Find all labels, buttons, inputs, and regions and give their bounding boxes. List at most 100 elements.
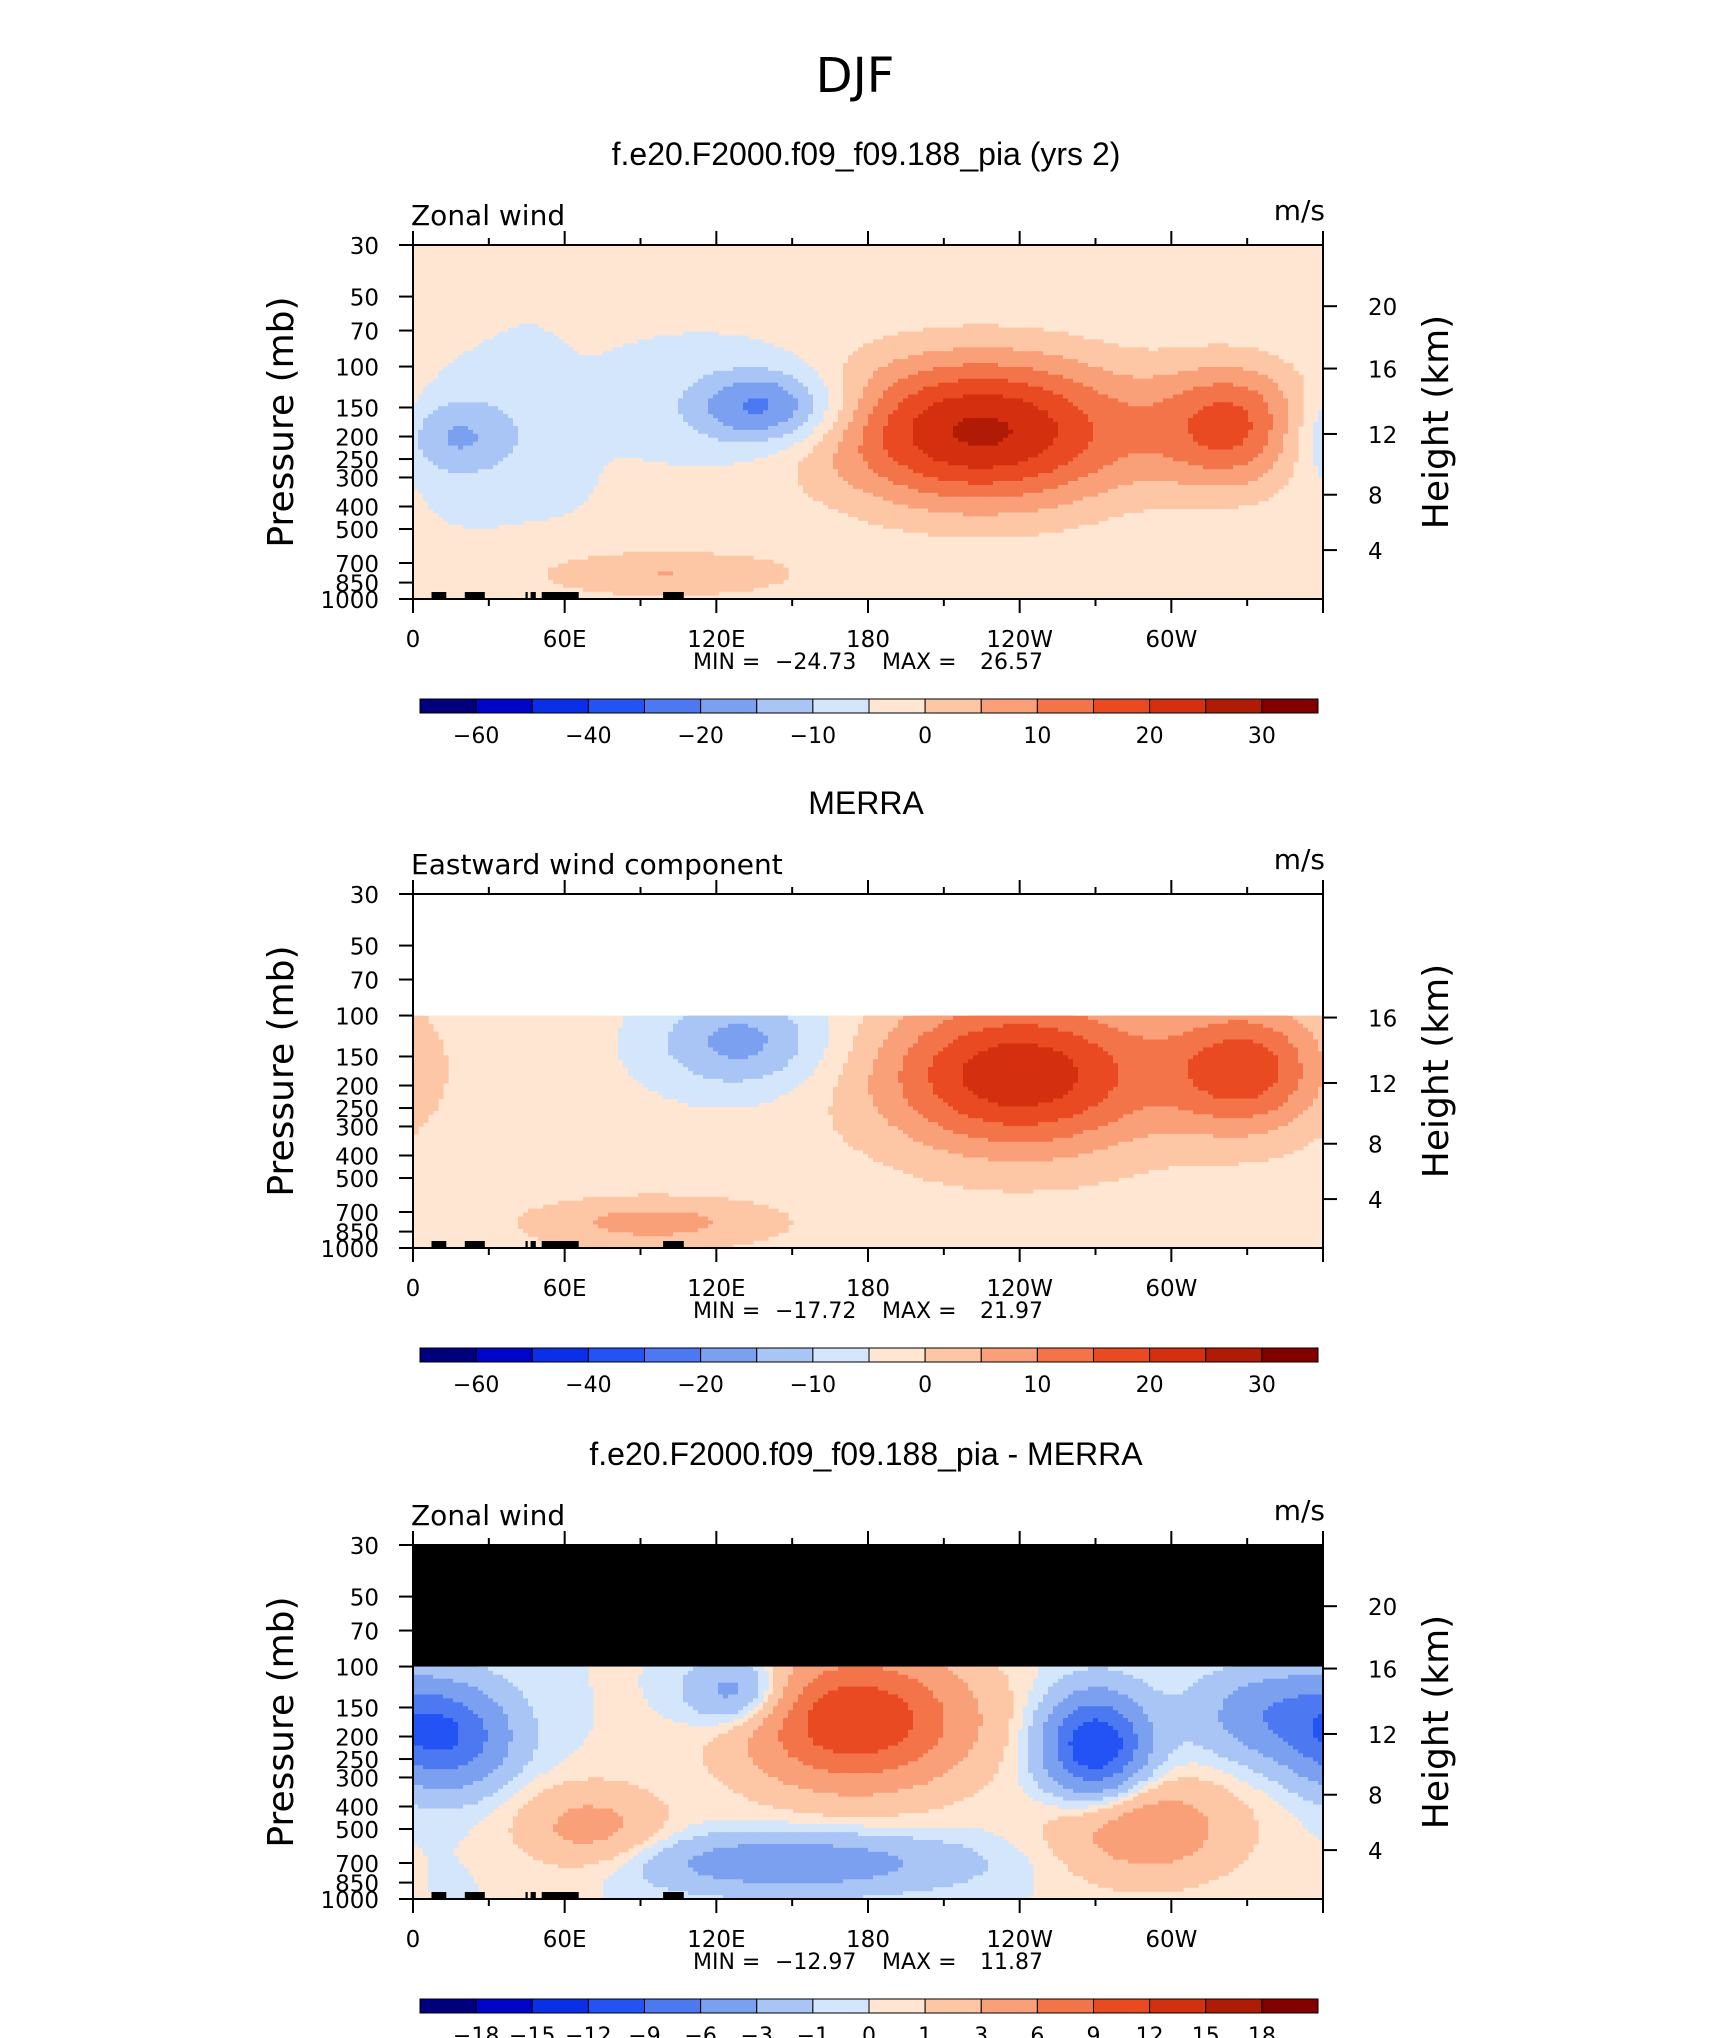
field-cell	[1188, 441, 1194, 447]
field-cell	[743, 445, 749, 451]
field-cell	[1028, 363, 1034, 368]
field-cell	[1003, 425, 1009, 431]
field-cell	[953, 410, 959, 415]
field-cell	[1148, 410, 1154, 415]
field-cell	[888, 445, 894, 451]
field-cell	[883, 429, 889, 435]
field-cell	[783, 386, 789, 392]
field-cell	[1173, 441, 1179, 447]
field-cell	[1153, 390, 1159, 396]
field-cell	[1268, 394, 1274, 399]
field-cell	[928, 363, 934, 368]
field-cell	[463, 433, 469, 439]
field-cell	[1083, 398, 1089, 403]
field-cell	[553, 378, 559, 384]
field-cell	[673, 414, 679, 419]
field-cell	[1208, 378, 1214, 384]
field-cell	[1288, 370, 1294, 376]
field-cell	[928, 449, 934, 455]
field-cell	[1278, 437, 1284, 443]
field-cell	[873, 445, 879, 451]
field-cell	[578, 382, 584, 388]
field-cell	[903, 370, 909, 376]
field-cell	[1133, 433, 1139, 439]
field-cell	[583, 453, 589, 458]
field-cell	[953, 425, 959, 431]
field-cell	[728, 343, 734, 348]
field-cell	[843, 437, 849, 443]
field-cell	[593, 366, 599, 372]
field-cell	[1288, 429, 1294, 435]
field-cell	[1088, 433, 1094, 439]
field-cell	[673, 398, 679, 403]
field-cell	[673, 437, 679, 443]
field-cell	[748, 445, 754, 451]
field-cell	[643, 441, 649, 447]
field-cell	[1253, 347, 1259, 352]
field-cell	[1013, 370, 1019, 376]
field-cell	[1028, 378, 1034, 384]
field-cell	[668, 449, 674, 455]
field-cell	[558, 433, 564, 439]
field-cell	[1243, 418, 1249, 423]
field-cell	[883, 433, 889, 439]
field-cell	[1063, 425, 1069, 431]
field-cell	[593, 445, 599, 451]
field-cell	[538, 394, 544, 399]
field-cell	[618, 425, 624, 431]
field-cell	[1133, 406, 1139, 411]
field-cell	[443, 445, 449, 451]
field-cell	[513, 445, 519, 451]
field-cell	[1013, 418, 1019, 423]
field-cell	[953, 422, 959, 427]
field-cell	[523, 339, 529, 344]
field-cell	[653, 429, 659, 435]
field-cell	[513, 433, 519, 439]
field-cell	[1163, 406, 1169, 411]
field-cell	[923, 437, 929, 443]
field-cell	[1163, 449, 1169, 455]
field-cell	[493, 398, 499, 403]
field-cell	[1318, 422, 1323, 427]
field-cell	[968, 445, 974, 451]
field-cell	[923, 386, 929, 392]
field-cell	[453, 370, 459, 376]
field-cell	[878, 347, 884, 352]
field-cell	[993, 402, 999, 407]
field-cell	[668, 425, 674, 431]
field-cell	[478, 347, 484, 352]
field-cell	[1073, 449, 1079, 455]
field-cell	[488, 390, 494, 396]
field-cell	[628, 414, 634, 419]
field-cell	[973, 378, 979, 384]
field-cell	[863, 359, 869, 364]
field-cell	[743, 402, 749, 407]
field-cell	[1003, 437, 1009, 443]
field-cell	[1153, 445, 1159, 451]
field-cell	[413, 402, 419, 407]
field-cell	[1058, 449, 1064, 455]
field-cell	[748, 343, 754, 348]
field-cell	[613, 390, 619, 396]
field-cell	[558, 429, 564, 435]
field-cell	[1123, 355, 1129, 360]
field-cell	[813, 410, 819, 415]
field-cell	[708, 343, 714, 348]
field-cell	[858, 418, 864, 423]
field-cell	[1083, 406, 1089, 411]
field-cell	[928, 433, 934, 439]
field-cell	[1143, 414, 1149, 419]
field-cell	[863, 433, 869, 439]
field-cell	[763, 374, 769, 380]
field-cell	[658, 414, 664, 419]
field-cell	[1048, 331, 1054, 337]
field-cell	[893, 370, 899, 376]
field-cell	[1048, 418, 1054, 423]
field-cell	[913, 410, 919, 415]
field-cell	[938, 425, 944, 431]
field-cell	[808, 402, 814, 407]
field-cell	[668, 398, 674, 403]
field-cell	[548, 386, 554, 392]
field-cell	[1043, 382, 1049, 388]
field-cell	[483, 378, 489, 384]
